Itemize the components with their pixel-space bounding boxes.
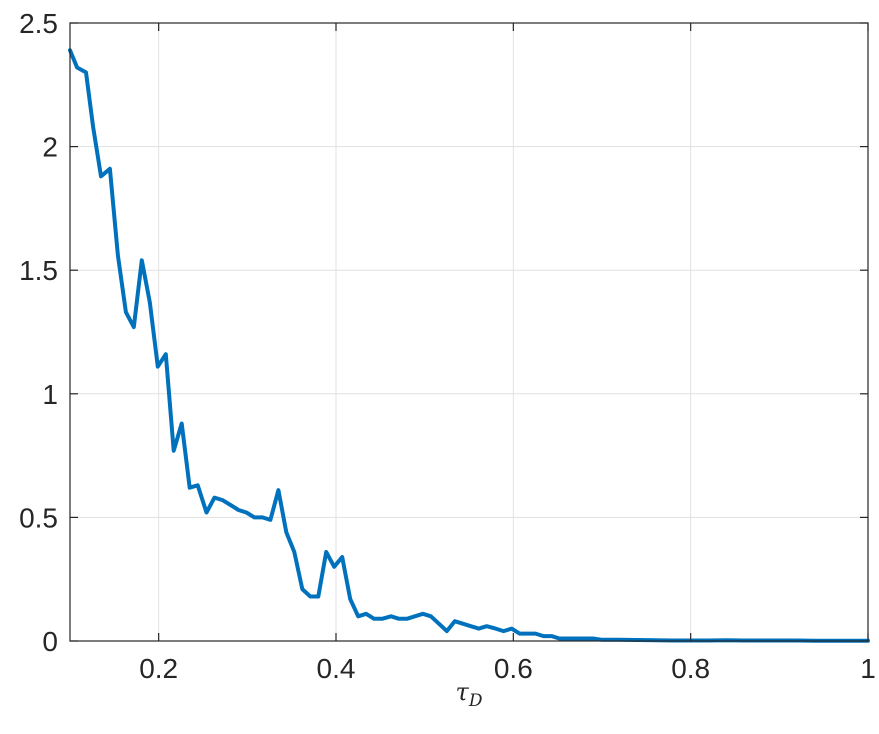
ticks: 0.2 0.4 0.6 0.8 1 0 0.5 1 1.5 2 2.5 (19, 8, 876, 684)
x-tick-label: 1 (860, 653, 876, 684)
axes-frame (69, 22, 869, 642)
series-line (68, 48, 870, 643)
y-tick-label: 0.5 (19, 502, 58, 533)
y-tick-label: 1.5 (19, 255, 58, 286)
y-tick-label: 2.5 (19, 8, 58, 39)
x-tick-label: 0.8 (671, 653, 710, 684)
plot-background (70, 23, 868, 641)
x-axis-label-subscript: D (468, 691, 483, 711)
x-tick-label: 0.6 (494, 653, 533, 684)
plot-frame (69, 22, 869, 642)
x-axis-label: τD (456, 678, 483, 711)
x-tick-label: 0.4 (317, 653, 356, 684)
y-tick-label: 1 (42, 379, 58, 410)
y-tick-label: 0 (42, 626, 58, 657)
x-axis-label-main: τ (456, 678, 470, 706)
series-group (68, 48, 870, 643)
x-tick-label: 0.2 (139, 653, 178, 684)
y-tick-label: 2 (42, 132, 58, 163)
